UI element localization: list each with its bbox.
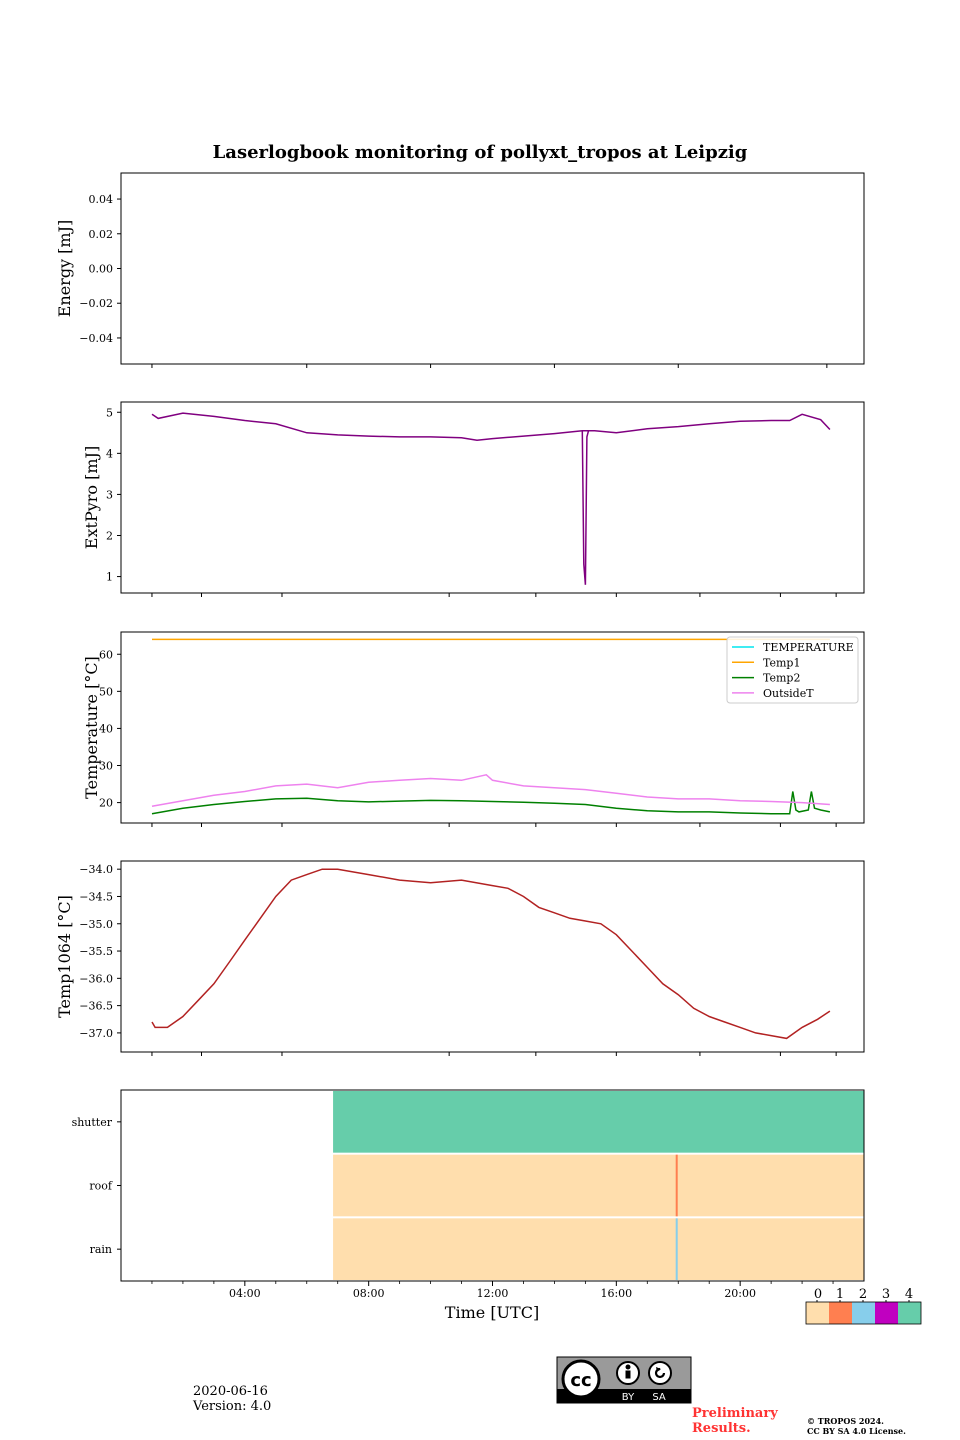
colorbar-cell-2 <box>852 1302 875 1324</box>
colorbar-frame <box>805 1301 922 1325</box>
y-tick-label: 50 <box>99 685 113 698</box>
colorbar-cell-3 <box>875 1302 898 1324</box>
y-tick-label: −34.5 <box>79 890 113 903</box>
y-tick-label: 1 <box>106 571 113 584</box>
y-tick-label: 0.02 <box>89 228 114 241</box>
y-tick-label: −0.02 <box>79 297 113 310</box>
x-tick-label: 16:00 <box>600 1287 632 1300</box>
cc-icon-label: cc <box>570 1370 591 1391</box>
y-axis-label: Temp1064 [°C] <box>55 895 74 1018</box>
y-tick-label: −35.5 <box>79 945 113 958</box>
legend: TEMPERATURE Temp1 Temp2 OutsideT <box>726 636 859 704</box>
y-tick-label: 30 <box>99 760 113 773</box>
series-extpyro <box>151 412 831 441</box>
chart-title: Laserlogbook monitoring of pollyxt_tropo… <box>213 142 748 163</box>
colorbar-label-4: 4 <box>905 1287 913 1302</box>
legend-entry-temp2: Temp2 <box>763 672 800 685</box>
copyright-line1: © TROPOS 2024. <box>807 1416 884 1426</box>
legend-frame <box>726 636 859 704</box>
y-tick-label: 4 <box>106 447 113 460</box>
series-extpyro-dropout <box>581 430 590 585</box>
x-axis-label: Time [UTC] <box>445 1303 539 1322</box>
y-tick-label: 5 <box>106 406 113 419</box>
y-tick-label: 0.00 <box>89 263 114 276</box>
panel-1: 0.04 0.02 0.00 −0.02 −0.04 Energy [mJ] <box>55 172 865 368</box>
colorbar-label-3: 3 <box>882 1287 890 1302</box>
cc-icon <box>561 1359 601 1399</box>
y-axis-label: Energy [mJ] <box>55 220 74 318</box>
y-tick-label: 40 <box>99 722 113 735</box>
y-tick-label: 20 <box>99 797 113 810</box>
preliminary-line1: Preliminary <box>692 1406 778 1421</box>
y-tick-label: −35.0 <box>79 918 113 931</box>
sa-share-icon <box>648 1361 672 1385</box>
y-axis-label: ExtPyro [mJ] <box>82 446 101 549</box>
x-tick-label: 04:00 <box>229 1287 261 1300</box>
y-tick-label: 2 <box>106 529 113 542</box>
y-tick-label: −36.5 <box>79 1000 113 1013</box>
y-tick-label: −34.0 <box>79 863 113 876</box>
status-roof <box>333 1154 864 1217</box>
series-temp1064 <box>151 868 831 1040</box>
copyright-line2: CC BY SA 4.0 License. <box>807 1426 906 1436</box>
panel-1-frame <box>120 172 865 365</box>
cc-license-badge: cc BY SA <box>556 1356 692 1404</box>
legend-entry-temp1: Temp1 <box>763 656 800 669</box>
row-label-rain: rain <box>90 1243 112 1256</box>
panel-2: 5 4 3 2 1 ExtPyro [mJ] <box>82 401 865 597</box>
status-event-roof <box>675 1154 678 1217</box>
sa-label: SA <box>652 1392 666 1403</box>
row-label-roof: roof <box>89 1180 113 1193</box>
status-rain <box>333 1218 864 1280</box>
panel-4-frame <box>120 860 865 1053</box>
row-label-shutter: shutter <box>72 1116 113 1129</box>
x-tick-label: 08:00 <box>353 1287 385 1300</box>
footer-date: 2020-06-16 <box>193 1384 268 1399</box>
colorbar-label-1: 1 <box>836 1287 844 1302</box>
y-tick-label: −37.0 <box>79 1027 113 1040</box>
colorbar-cell-1 <box>829 1302 852 1324</box>
y-tick-label: −0.04 <box>79 332 113 345</box>
panel-2-frame <box>120 401 865 594</box>
preliminary-line2: Results. <box>692 1421 751 1436</box>
series-temp2 <box>151 791 831 815</box>
panel-4: −34.0 −34.5 −35.0 −35.5 −36.0 −36.5 −37.0 Temp1… <box>55 860 865 1056</box>
legend-entry-temperature: TEMPERATURE <box>763 641 854 654</box>
colorbar-label-2: 2 <box>859 1287 867 1302</box>
colorbar-cell-4 <box>898 1302 921 1324</box>
panel-5: shutter roof rain 04:00 08:00 12:00 16:00 20:00 <box>72 1089 865 1300</box>
footer-version: Version: 4.0 <box>193 1399 272 1414</box>
y-tick-label: −36.0 <box>79 972 113 985</box>
y-axis-label: Temperature [°C] <box>82 656 101 799</box>
y-tick-label: 60 <box>99 648 113 661</box>
series-outsidet <box>151 773 830 808</box>
x-tick-label: 20:00 <box>724 1287 756 1300</box>
by-label: BY <box>622 1392 635 1403</box>
x-tick-label: 12:00 <box>477 1287 509 1300</box>
colorbar-label-0: 0 <box>814 1287 822 1302</box>
legend-entry-outsidet: OutsideT <box>763 687 814 700</box>
y-tick-label: 0.04 <box>89 193 114 206</box>
colorbar-cell-0 <box>806 1302 829 1324</box>
status-event-rain <box>675 1218 678 1280</box>
y-tick-label: 3 <box>106 488 113 501</box>
status-shutter <box>333 1091 864 1153</box>
